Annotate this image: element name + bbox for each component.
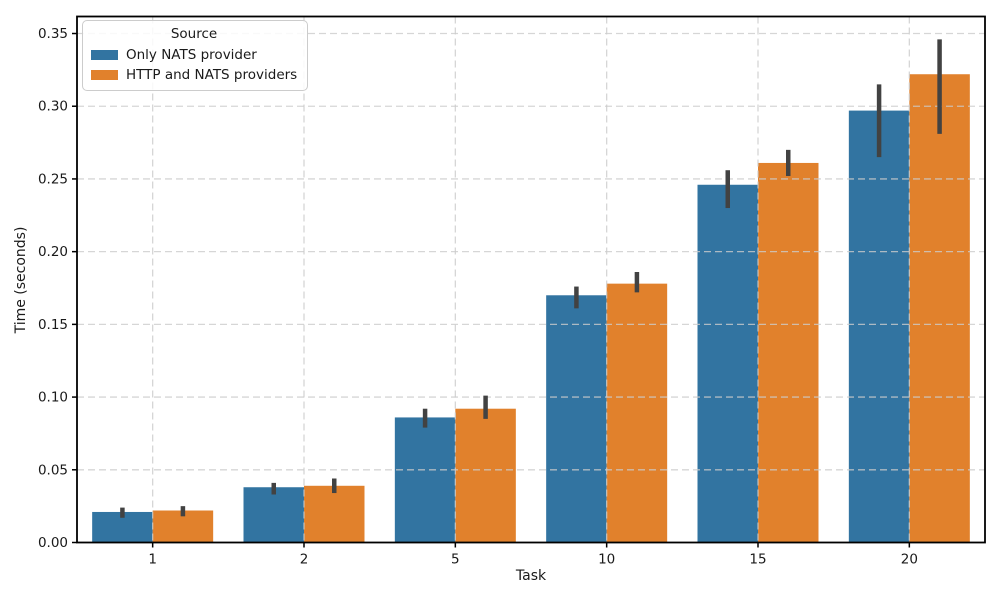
legend-title: Source [170, 26, 218, 42]
bar-nats-task-15 [697, 184, 758, 543]
x-axis-label: Task [515, 568, 547, 584]
bar-nats-task-20 [848, 110, 910, 543]
bar-http-nats-task-5 [455, 408, 516, 543]
y-tick-label: 0.25 [38, 171, 68, 187]
legend-label-http-nats: HTTP and NATS providers [126, 67, 298, 83]
y-tick-label: 0.35 [38, 26, 68, 42]
legend-entry-http-nats: HTTP and NATS providers [91, 67, 297, 83]
legend-entry-nats: Only NATS provider [91, 47, 297, 63]
x-tick-label: 10 [598, 552, 615, 568]
y-tick-label: 0.20 [38, 244, 68, 260]
legend-label-nats: Only NATS provider [126, 47, 257, 63]
y-tick-label: 0.15 [38, 317, 68, 333]
y-tick-label: 0.00 [38, 535, 68, 551]
y-tick-label: 0.30 [38, 99, 68, 115]
bar-http-nats-task-10 [606, 283, 668, 543]
bar-http-nats-task-2 [304, 485, 365, 543]
x-tick-label: 1 [148, 552, 157, 568]
bar-http-nats-task-20 [909, 74, 970, 543]
x-tick-label: 20 [901, 552, 918, 568]
x-tick-label: 2 [300, 552, 309, 568]
y-tick-label: 0.05 [38, 462, 68, 478]
x-tick-label: 15 [749, 552, 766, 568]
legend-swatch-orange [91, 70, 118, 80]
bar-http-nats-task-15 [758, 162, 819, 543]
plot-border [76, 15, 986, 544]
legend-swatch-blue [91, 50, 118, 60]
legend: Source Only NATS provider HTTP and NATS … [82, 20, 308, 91]
y-tick-label: 0.10 [38, 390, 68, 406]
bar-nats-task-10 [546, 295, 607, 543]
x-tick-label: 5 [451, 552, 460, 568]
y-axis-label: Time (seconds) [13, 226, 29, 334]
bar-nats-task-5 [394, 417, 456, 543]
bar-nats-task-2 [243, 487, 304, 543]
